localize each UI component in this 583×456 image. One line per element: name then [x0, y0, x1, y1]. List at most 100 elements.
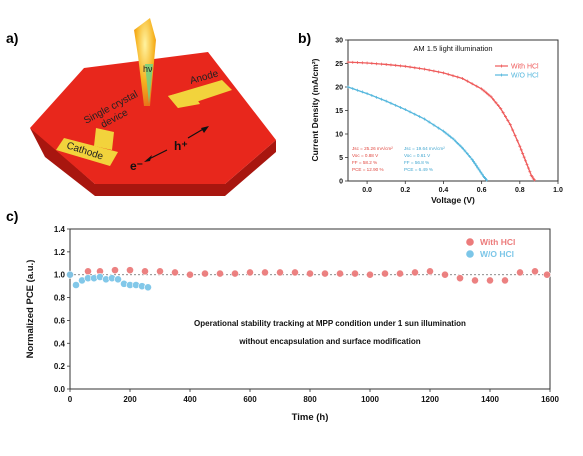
- jv-series-marker-0: [484, 91, 488, 95]
- jv-legend-label-0: With HCl: [511, 64, 539, 71]
- stability-x-tick-label: 0: [68, 395, 73, 404]
- jv-series-marker-0: [494, 101, 498, 105]
- jv-series-marker-1: [384, 99, 388, 103]
- jv-series-marker-1: [394, 103, 398, 107]
- stability-y-tick-label: 0.4: [54, 339, 66, 348]
- jv-series-marker-0: [499, 107, 503, 111]
- jv-series-marker-1: [479, 170, 483, 174]
- jv-series-marker-0: [501, 111, 505, 115]
- jv-series-marker-1: [413, 112, 417, 116]
- jv-series-marker-1: [477, 168, 481, 172]
- jv-x-tick-label: 0.0: [362, 187, 372, 194]
- jv-series-marker-0: [518, 144, 522, 148]
- jv-ylabel: Current Density (mA/cm²): [310, 58, 320, 161]
- stability-point-with-hcl: [126, 266, 134, 275]
- jv-x-tick-label: 0.8: [515, 187, 525, 194]
- stability-y-tick-label: 0.6: [54, 316, 66, 325]
- jv-series-marker-1: [470, 157, 474, 161]
- stability-x-tick-label: 1200: [421, 395, 439, 404]
- jv-series-marker-0: [470, 82, 474, 86]
- stability-point-with-hcl: [366, 270, 374, 279]
- jv-series-marker-0: [492, 98, 496, 102]
- jv-annotation-wo_hcl: Jsc = 19.64 mA/cm²: [404, 146, 445, 151]
- stability-legend-label-0: With HCl: [480, 237, 515, 247]
- jv-series-marker-1: [480, 172, 484, 176]
- jv-series-marker-0: [482, 89, 486, 93]
- stability-point-with-hcl: [456, 274, 464, 283]
- jv-series-marker-0: [351, 60, 355, 64]
- jv-series-marker-0: [408, 65, 412, 69]
- jv-series-marker-1: [437, 126, 441, 130]
- jv-series-marker-1: [408, 110, 412, 114]
- jv-series-marker-0: [384, 62, 388, 66]
- hole-label: h⁺: [174, 139, 188, 153]
- stability-point-with-hcl: [426, 267, 434, 276]
- jv-series-marker-0: [515, 139, 519, 143]
- jv-series-marker-0: [528, 170, 532, 174]
- jv-series-marker-1: [453, 139, 457, 143]
- jv-series-marker-0: [389, 63, 393, 67]
- jv-series-marker-0: [524, 159, 528, 163]
- jv-series-marker-1: [360, 90, 364, 94]
- stability-point-with-hcl: [246, 268, 254, 277]
- jv-series-marker-1: [403, 108, 407, 112]
- cathode-stub: [94, 128, 114, 150]
- jv-x-tick-label: 0.4: [439, 187, 449, 194]
- stability-point-with-hcl: [156, 267, 164, 276]
- stability-point-with-hcl: [486, 276, 494, 285]
- jv-annotation-wo_hcl: FF = 56.8 %: [404, 160, 429, 165]
- stability-ylabel: Normalized PCE (a.u.): [25, 260, 36, 359]
- stability-point-with-hcl: [291, 268, 299, 277]
- jv-series-marker-1: [449, 135, 453, 139]
- stability-point-with-hcl: [441, 270, 449, 279]
- stability-point-with-hcl: [84, 267, 92, 276]
- jv-series-marker-1: [472, 159, 476, 163]
- stability-legend-label-1: W/O HCl: [480, 249, 514, 259]
- stability-point-with-hcl: [531, 267, 539, 276]
- jv-x-tick-label: 0.6: [477, 187, 487, 194]
- jv-series-marker-1: [389, 101, 393, 105]
- stability-y-tick-label: 0.8: [54, 294, 66, 303]
- jv-series-marker-1: [379, 97, 383, 101]
- panel-label-c: c): [6, 208, 18, 224]
- jv-series-marker-1: [451, 137, 455, 141]
- jv-series-marker-1: [465, 152, 469, 156]
- panel-label-b: b): [298, 30, 311, 46]
- jv-y-tick-label: 15: [335, 108, 343, 115]
- jv-series-marker-0: [511, 128, 515, 132]
- stability-point-wo-hcl: [66, 270, 74, 279]
- jv-series-marker-1: [458, 144, 462, 148]
- stability-chart: Time (h) Normalized PCE (a.u.) Operation…: [25, 225, 559, 423]
- jv-y-tick-label: 10: [335, 132, 343, 139]
- jv-xlabel: Voltage (V): [431, 195, 475, 205]
- jv-series-marker-0: [532, 178, 536, 182]
- stability-y-tick-label: 1.2: [54, 248, 66, 257]
- carrier-arrow-right-head: [201, 126, 209, 133]
- stability-annotation-line1: Operational stability tracking at MPP co…: [194, 319, 466, 328]
- jv-series-marker-0: [504, 115, 507, 119]
- jv-plot-frame: [347, 39, 559, 182]
- jv-series-marker-1: [473, 162, 477, 166]
- jv-series-marker-0: [346, 60, 350, 64]
- stability-y-tick-label: 1.0: [54, 271, 66, 280]
- jv-series-marker-1: [422, 117, 426, 121]
- jv-series-marker-0: [356, 61, 360, 65]
- jv-series-marker-0: [375, 62, 379, 66]
- jv-series-marker-1: [476, 166, 480, 170]
- stability-point-with-hcl: [396, 269, 404, 278]
- jv-y-tick-label: 20: [335, 85, 343, 92]
- stability-point-with-hcl: [231, 269, 239, 278]
- stability-x-tick-label: 1000: [361, 395, 379, 404]
- stability-point-with-hcl: [111, 266, 119, 275]
- stability-point-with-hcl: [321, 269, 329, 278]
- jv-annotation-wo_hcl: PCE = 6.49 %: [404, 167, 433, 172]
- stability-point-wo-hcl: [114, 275, 122, 284]
- jv-series-marker-1: [346, 85, 350, 89]
- anode-stub: [168, 90, 200, 108]
- jv-series-marker-1: [418, 115, 422, 119]
- stability-point-with-hcl: [501, 276, 509, 285]
- device-illustration: Anode Cathode Single crystal device e⁻ h…: [30, 18, 276, 196]
- stability-point-with-hcl: [141, 267, 149, 276]
- jv-x-tick-label: 1.0: [553, 187, 563, 194]
- stability-point-wo-hcl: [72, 281, 80, 289]
